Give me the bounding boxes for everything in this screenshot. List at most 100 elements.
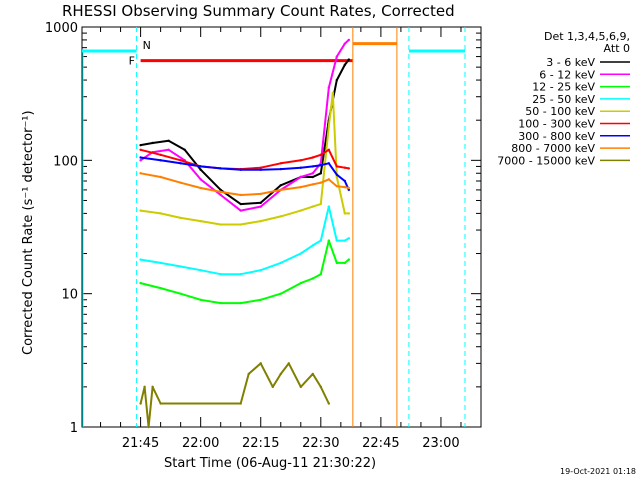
data-point [159, 261, 162, 265]
data-point [347, 212, 351, 215]
legend-entry-label: 25 - 50 keV [532, 93, 595, 106]
data-point [347, 58, 351, 61]
data-point [311, 175, 315, 179]
data-point [167, 139, 170, 143]
data-point [327, 125, 331, 128]
data-point [327, 86, 331, 89]
data-point [327, 205, 331, 208]
data-point [327, 239, 331, 242]
data-point [259, 268, 262, 272]
data-point [259, 205, 262, 208]
x-axis-label: Start Time (06-Aug-11 21:30:22) [164, 456, 376, 471]
data-point [299, 166, 302, 169]
data-point [159, 286, 162, 290]
data-point [259, 166, 262, 169]
legend-entry-label: 7000 - 15000 keV [497, 154, 595, 167]
data-point [143, 385, 146, 389]
legend-entry-label: 800 - 7000 keV [511, 142, 595, 155]
data-point [319, 163, 323, 167]
data-point [199, 219, 202, 223]
data-point [299, 252, 302, 255]
data-point [259, 168, 262, 171]
data-point [159, 153, 162, 157]
data-point [327, 402, 331, 405]
data-point [347, 167, 351, 170]
data-point [331, 91, 335, 95]
data-point [343, 42, 347, 45]
y-tick-label: 1 [70, 421, 78, 436]
data-point [319, 181, 323, 184]
data-point [279, 188, 282, 192]
data-point [319, 239, 323, 242]
data-point [219, 193, 222, 197]
data-point [179, 216, 182, 220]
x-tick-label: 22:15 [242, 436, 279, 451]
x-tick-label: 22:00 [182, 436, 219, 451]
data-point [347, 237, 351, 240]
chart-title: RHESSI Observing Summary Count Rates, Co… [62, 2, 455, 20]
data-point [219, 272, 222, 276]
data-point [159, 175, 162, 179]
data-point [311, 244, 315, 247]
data-point [139, 159, 142, 162]
data-point [259, 362, 262, 365]
data-point [247, 372, 250, 376]
data-point [319, 172, 323, 175]
x-tick-label: 22:45 [362, 436, 399, 451]
data-point [311, 183, 315, 186]
data-point [319, 202, 323, 206]
data-point [347, 188, 351, 192]
data-point [139, 281, 142, 285]
data-point [335, 261, 339, 265]
data-point [259, 192, 262, 196]
data-point [311, 205, 315, 208]
data-point [335, 78, 339, 82]
data-point [179, 181, 182, 184]
data-point [299, 175, 302, 179]
y-tick-label: 100 [53, 154, 78, 169]
data-point [319, 153, 323, 157]
data-point [239, 202, 242, 206]
data-point [311, 372, 315, 376]
data-point [219, 188, 222, 192]
data-point [179, 265, 182, 268]
legend-header-line-2: Att 0 [604, 42, 630, 55]
data-point [299, 185, 302, 189]
data-point [343, 261, 347, 265]
data-point [219, 190, 222, 194]
data-point [159, 159, 162, 162]
timestamp-footer: 19-Oct-2021 01:18 [560, 467, 636, 476]
data-point [199, 186, 202, 190]
legend-entry-label: 6 - 12 keV [539, 68, 595, 81]
data-point [343, 63, 347, 67]
data-point [239, 168, 242, 171]
data-point [199, 178, 202, 181]
data-point [279, 162, 282, 165]
data-point [343, 179, 347, 183]
data-point [199, 268, 202, 272]
data-point [139, 209, 142, 212]
data-point [287, 362, 290, 365]
y-tick-label: 1000 [45, 21, 78, 36]
data-point [279, 167, 282, 171]
data-point [327, 162, 331, 165]
series-line [140, 92, 349, 226]
legend-entry-label: 50 - 100 keV [525, 105, 595, 118]
data-point [239, 402, 242, 405]
data-point [311, 172, 315, 175]
y-tick-label: 10 [61, 288, 78, 303]
data-point [259, 201, 262, 205]
legend-entry-label: 3 - 6 keV [546, 56, 595, 69]
data-point [239, 223, 242, 226]
plot-area: 1 10 100 1000 21:45 22:00 22:15 22:30 22:45 23:00… [45, 21, 482, 451]
data-point [179, 292, 182, 295]
data-point [279, 215, 282, 218]
data-point [179, 159, 182, 162]
data-point [239, 272, 242, 276]
data-point [139, 172, 142, 175]
legend-header-line-1: Det 1,3,4,5,6,9, [544, 30, 630, 43]
data-point [219, 223, 222, 226]
data-point [343, 166, 347, 169]
data-point [139, 143, 142, 147]
data-point [183, 148, 186, 151]
